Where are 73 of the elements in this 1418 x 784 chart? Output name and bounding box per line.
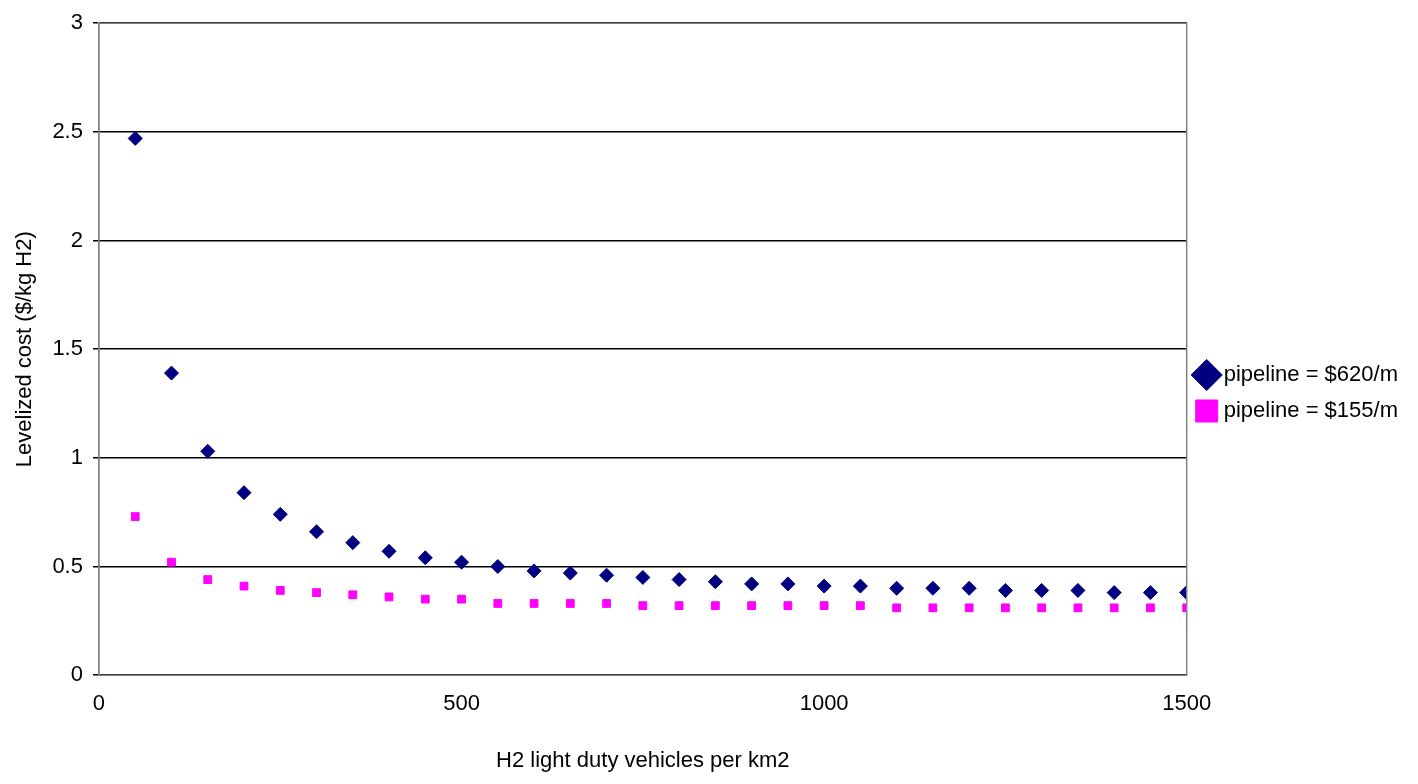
point: [1142, 585, 1158, 601]
point: [493, 599, 503, 608]
point: [671, 572, 687, 588]
x-axis-title: H2 light duty vehicles per km2: [496, 746, 790, 772]
point: [381, 543, 397, 559]
point: [127, 130, 143, 146]
point: [345, 535, 361, 551]
point: [964, 603, 974, 613]
point: [710, 601, 720, 611]
y-tick-label: 0.5: [52, 552, 83, 578]
point: [348, 590, 358, 600]
point: [819, 601, 829, 611]
point: [200, 443, 216, 459]
point: [638, 601, 648, 611]
point: [852, 578, 868, 594]
point: [529, 599, 539, 608]
point: [164, 365, 179, 381]
point: [565, 599, 575, 608]
point: [997, 582, 1013, 598]
point: [707, 574, 723, 590]
legend-label: pipeline = $620/m: [1223, 361, 1398, 387]
point: [744, 576, 760, 592]
point: [272, 506, 288, 522]
point: [635, 569, 651, 585]
point: [783, 601, 793, 611]
x-tick-label: 1500: [1162, 690, 1212, 716]
point: [1070, 582, 1086, 598]
point: [167, 557, 176, 567]
point: [309, 524, 325, 540]
point: [961, 580, 977, 596]
point: [889, 580, 905, 596]
point: [1106, 585, 1122, 601]
y-tick-label: 1: [70, 443, 83, 469]
point: [384, 592, 394, 602]
point: [239, 581, 249, 591]
point: [1034, 582, 1050, 598]
point: [203, 575, 213, 584]
point: [816, 578, 832, 594]
y-tick-label: 0: [70, 661, 83, 687]
y-tick-label: 2.5: [52, 117, 83, 143]
point: [925, 580, 941, 596]
x-tick-label: 1000: [799, 690, 849, 716]
point: [1146, 603, 1155, 613]
point: [780, 576, 796, 592]
point: [420, 594, 430, 604]
y-tick-label: 1.5: [52, 335, 83, 361]
point: [130, 512, 140, 521]
point: [1001, 603, 1010, 613]
point: [856, 601, 865, 611]
x-tick-label: 500: [443, 690, 480, 716]
point: [747, 601, 757, 611]
y-tick-label: 3: [70, 9, 83, 35]
point: [562, 565, 578, 581]
point: [602, 599, 611, 608]
point: [454, 554, 470, 570]
point: [1037, 603, 1047, 613]
x-tick-label: 0: [92, 690, 106, 716]
point: [526, 563, 542, 579]
point: [599, 567, 615, 583]
point: [674, 601, 684, 611]
y-tick-label: 2: [70, 226, 83, 252]
point: [1073, 603, 1083, 613]
point: [457, 594, 466, 604]
point: [312, 588, 321, 597]
y-axis-title: Levelized cost ($/kg H2): [11, 231, 37, 468]
point: [892, 603, 902, 613]
point: [490, 559, 506, 575]
point: [928, 603, 938, 613]
legend-label: pipeline = $155/m: [1223, 397, 1398, 423]
point: [1109, 603, 1119, 613]
point: [236, 485, 252, 501]
point: [417, 550, 433, 566]
point: [275, 586, 285, 595]
